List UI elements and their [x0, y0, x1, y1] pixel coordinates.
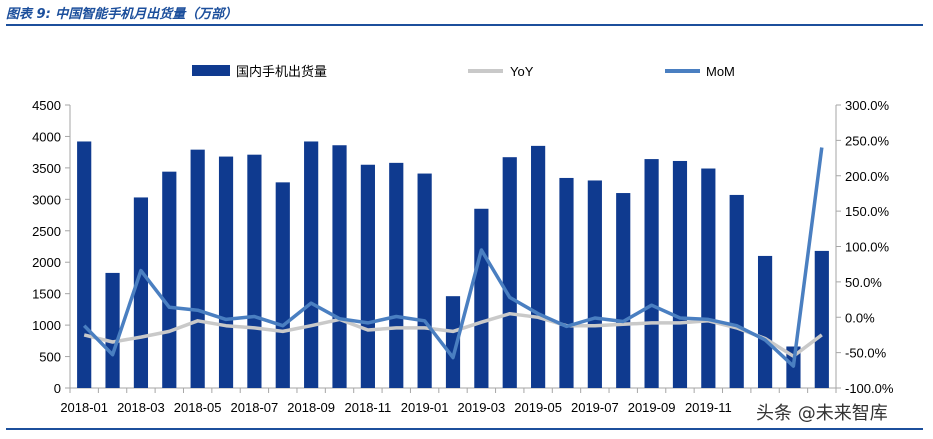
bar — [729, 194, 744, 388]
bar — [417, 173, 432, 388]
left-tick-label: 500 — [39, 350, 61, 365]
left-tick-label: 4000 — [32, 129, 61, 144]
bar — [105, 272, 120, 388]
legend-swatch-bar — [192, 65, 230, 76]
x-tick-label: 2018-11 — [345, 400, 392, 415]
x-tick-label: 2019-03 — [458, 400, 506, 415]
mom-line — [82, 147, 824, 368]
right-tick-label: -100.0% — [845, 381, 894, 396]
x-tick-label: 2018-09 — [287, 400, 335, 415]
left-tick-label: 3500 — [32, 161, 61, 176]
left-tick-label: 2500 — [32, 224, 61, 239]
right-tick-label: 200.0% — [845, 169, 890, 184]
legend-label-mom: MoM — [706, 64, 735, 79]
right-tick-label: 0.0% — [845, 310, 875, 325]
x-tick-label: 2019-09 — [628, 400, 676, 415]
left-tick-label: 1000 — [32, 318, 61, 333]
left-tick-label: 3000 — [32, 192, 61, 207]
bar — [616, 193, 631, 388]
left-tick-label: 0 — [54, 381, 61, 396]
yoy-line — [83, 311, 823, 358]
figure-title: 图表 9: 中国智能手机月出货量（万部） — [6, 7, 238, 22]
bar — [474, 208, 489, 388]
left-tick-label: 2000 — [32, 255, 61, 270]
bar — [275, 182, 290, 388]
bar — [672, 160, 688, 388]
bar — [587, 180, 602, 388]
bar — [304, 141, 319, 388]
bar — [531, 145, 546, 388]
x-tick-label: 2018-03 — [117, 400, 165, 415]
bar — [190, 149, 205, 388]
left-tick-label: 4500 — [32, 98, 61, 113]
x-tick-label: 2019-01 — [401, 400, 449, 415]
left-tick-label: 1500 — [32, 287, 61, 302]
right-tick-label: 250.0% — [845, 133, 890, 148]
bar — [247, 154, 262, 388]
bar — [218, 156, 234, 388]
x-tick-label: 2019-11 — [685, 400, 732, 415]
x-tick-label: 2019-05 — [514, 400, 562, 415]
x-tick-label: 2018-07 — [231, 400, 279, 415]
right-tick-label: 50.0% — [845, 275, 882, 290]
bar — [445, 296, 461, 388]
bar — [701, 168, 716, 388]
bar — [77, 141, 92, 388]
bar — [389, 162, 404, 388]
legend-label-yoy: YoY — [510, 64, 534, 79]
x-tick-label: 2019-07 — [571, 400, 619, 415]
bar — [814, 250, 829, 388]
bottom-rule — [6, 428, 923, 430]
top-rule — [6, 24, 923, 26]
right-tick-label: -50.0% — [845, 346, 887, 361]
bar — [757, 255, 773, 388]
bar — [559, 177, 574, 388]
x-tick-label: 2018-01 — [60, 400, 108, 415]
x-tick-label: 2018-05 — [174, 400, 222, 415]
bar — [332, 145, 347, 388]
watermark: 头条 @未来智库 — [752, 398, 892, 426]
right-tick-label: 300.0% — [845, 98, 890, 113]
bar — [162, 171, 177, 388]
bar — [644, 159, 659, 388]
bar — [360, 164, 375, 388]
right-tick-label: 150.0% — [845, 204, 890, 219]
right-tick-label: 100.0% — [845, 240, 890, 255]
legend-label-bar: 国内手机出货量 — [236, 64, 327, 80]
bar — [502, 157, 517, 388]
bar — [133, 197, 149, 388]
